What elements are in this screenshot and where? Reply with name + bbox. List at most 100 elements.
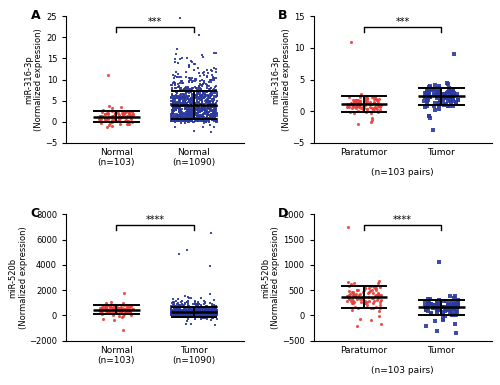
Point xyxy=(190,94,198,100)
Point xyxy=(198,83,206,89)
Point xyxy=(212,119,220,125)
Point xyxy=(360,300,368,306)
Point xyxy=(363,96,371,102)
Point xyxy=(434,305,442,311)
Point xyxy=(436,98,444,104)
Point xyxy=(175,312,183,318)
Point xyxy=(449,92,457,98)
Point xyxy=(179,309,187,315)
Point xyxy=(426,296,434,302)
Point xyxy=(182,92,190,99)
Point xyxy=(206,309,214,315)
Point xyxy=(175,314,183,320)
Point xyxy=(189,100,197,106)
Point xyxy=(167,312,175,318)
Point xyxy=(184,298,192,304)
Point xyxy=(175,310,183,316)
Point xyxy=(198,313,206,320)
Point xyxy=(188,308,196,315)
Point xyxy=(211,308,219,314)
Point xyxy=(445,88,453,94)
Point xyxy=(444,89,452,95)
Point xyxy=(208,310,216,316)
Point xyxy=(444,94,452,100)
Point xyxy=(343,293,351,300)
Point xyxy=(176,305,184,311)
Point xyxy=(194,312,202,318)
Point xyxy=(434,89,442,95)
Point xyxy=(194,106,202,112)
Point xyxy=(444,302,452,308)
Point xyxy=(178,114,186,120)
Point xyxy=(205,312,213,318)
Point xyxy=(168,112,175,118)
Point xyxy=(188,87,196,93)
Point xyxy=(370,108,378,114)
Point xyxy=(206,104,214,110)
Point xyxy=(204,310,212,316)
Point xyxy=(198,92,206,98)
Point xyxy=(212,117,220,123)
Point xyxy=(184,310,192,316)
Point xyxy=(177,309,185,315)
Point xyxy=(170,101,178,107)
Point xyxy=(213,312,221,318)
Point xyxy=(352,97,360,103)
Point xyxy=(208,309,216,315)
Point xyxy=(191,309,199,315)
Point xyxy=(172,94,180,100)
Point xyxy=(194,117,202,124)
Point xyxy=(207,110,215,117)
Point xyxy=(171,100,179,106)
Point xyxy=(174,114,182,121)
Point xyxy=(197,94,205,100)
Point xyxy=(170,302,178,308)
Point xyxy=(210,110,218,116)
Point xyxy=(179,313,187,320)
Point xyxy=(184,302,192,308)
Point xyxy=(98,113,106,119)
Point xyxy=(180,308,188,315)
Point xyxy=(195,105,203,112)
Point xyxy=(442,307,450,313)
Point xyxy=(171,111,179,117)
Point xyxy=(126,302,134,308)
Point xyxy=(124,118,132,124)
Point xyxy=(349,300,357,306)
Point xyxy=(192,309,200,315)
Point xyxy=(193,93,201,99)
Point xyxy=(199,310,207,316)
Point xyxy=(170,312,177,318)
Point xyxy=(178,301,186,307)
Point xyxy=(196,310,204,316)
Point xyxy=(178,310,186,316)
Point xyxy=(172,312,180,318)
Point xyxy=(208,313,216,319)
Point xyxy=(430,303,438,309)
Point xyxy=(172,115,179,121)
Point xyxy=(109,307,117,313)
Point xyxy=(434,298,442,304)
Point xyxy=(176,92,184,98)
Point xyxy=(187,89,195,95)
Point xyxy=(192,309,200,315)
Point xyxy=(174,311,182,317)
Point xyxy=(200,301,208,307)
Point xyxy=(204,105,212,111)
Point xyxy=(195,307,203,313)
Point xyxy=(108,105,116,111)
Point xyxy=(169,107,177,114)
Point xyxy=(129,112,137,119)
Point xyxy=(202,117,209,124)
Point xyxy=(198,311,206,318)
Point xyxy=(180,95,188,101)
Point xyxy=(186,114,194,120)
Point xyxy=(206,116,214,122)
Point xyxy=(177,110,185,116)
Point xyxy=(176,56,184,62)
Point xyxy=(181,311,189,317)
Point xyxy=(180,95,188,101)
Point xyxy=(187,89,195,95)
Point xyxy=(198,116,206,122)
Point xyxy=(176,305,184,311)
